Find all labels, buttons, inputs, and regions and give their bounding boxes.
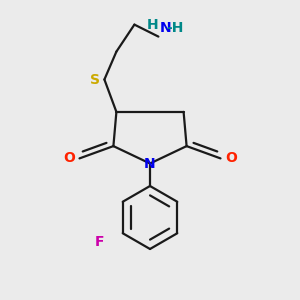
Text: N: N: [160, 21, 172, 35]
Text: -H: -H: [166, 21, 183, 35]
Text: O: O: [63, 152, 75, 165]
Text: N: N: [144, 157, 156, 170]
Text: O: O: [225, 152, 237, 165]
Text: S: S: [90, 73, 100, 86]
Text: F: F: [95, 235, 105, 249]
Text: H: H: [147, 18, 158, 32]
